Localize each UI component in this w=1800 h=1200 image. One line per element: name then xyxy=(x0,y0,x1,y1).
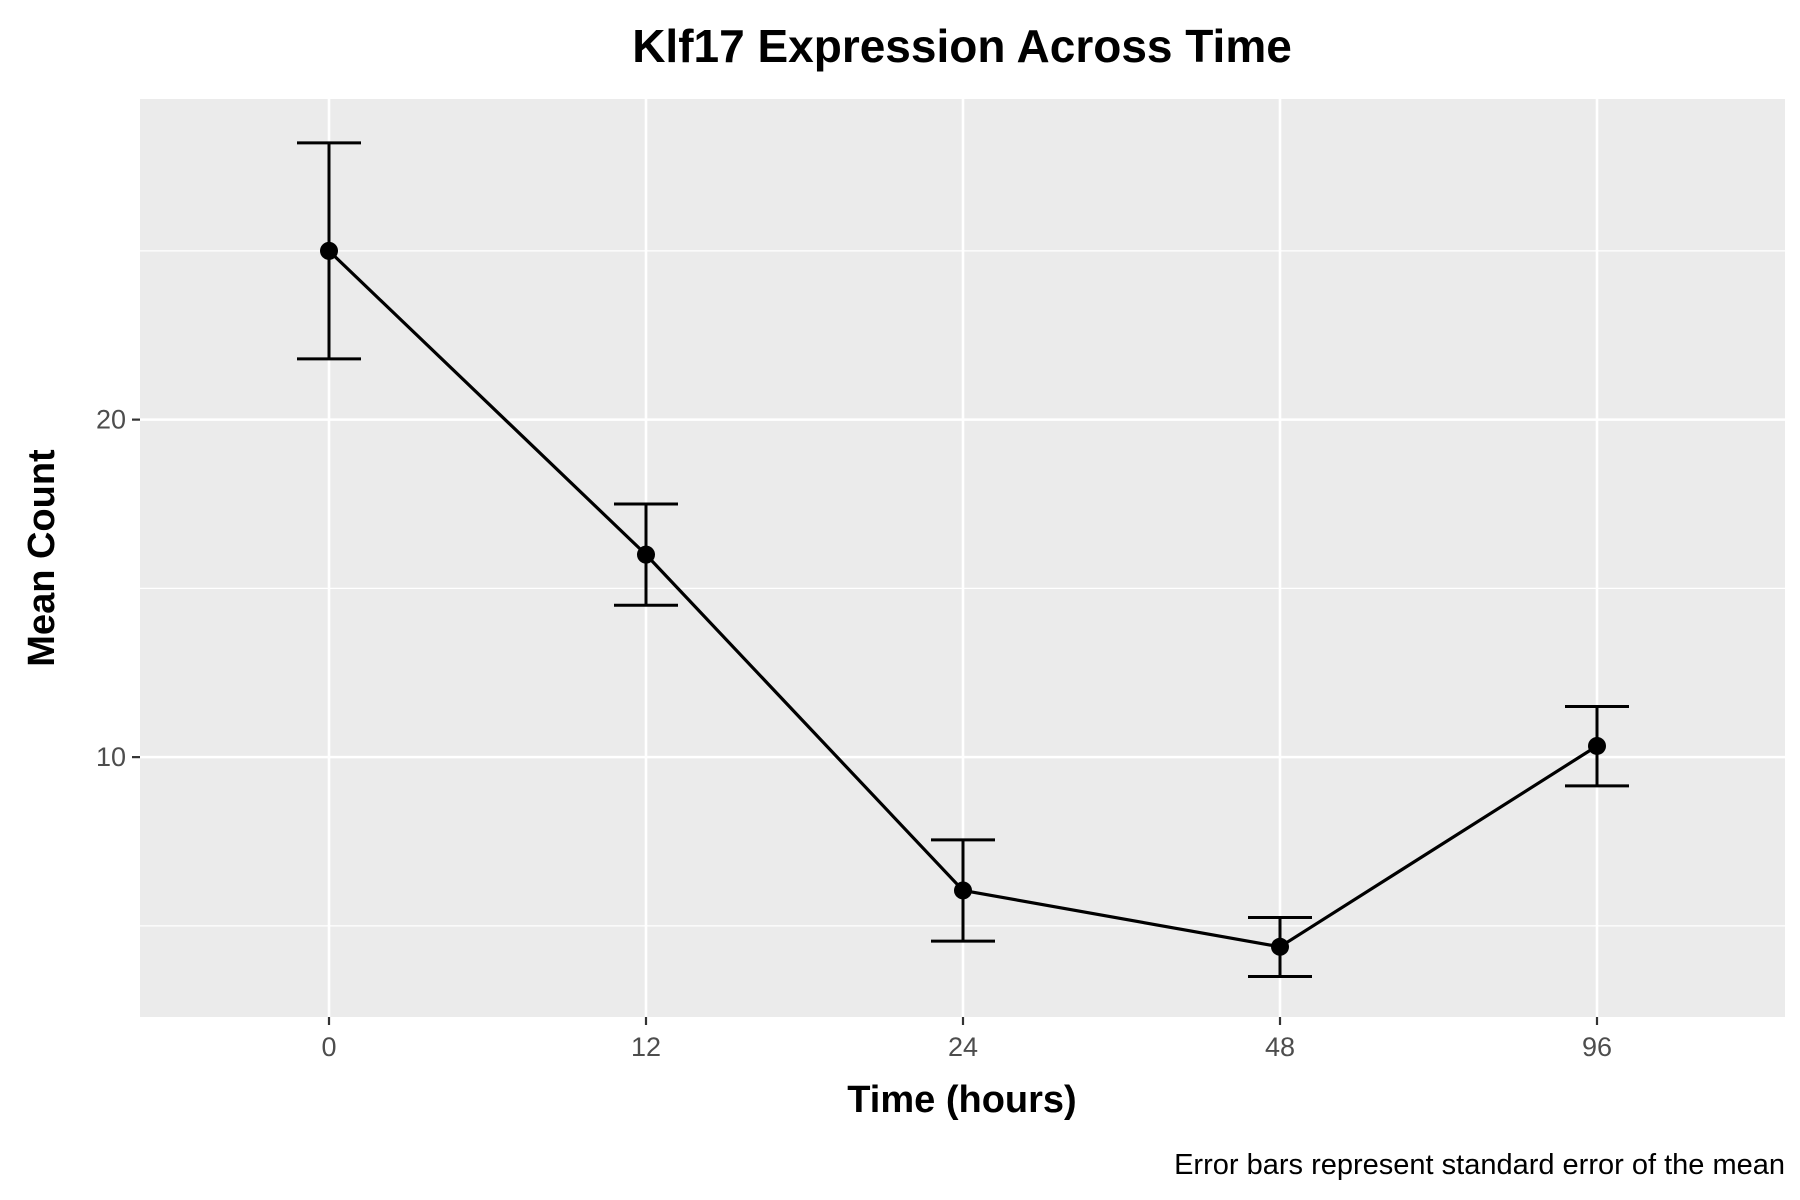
x-tick-label: 48 xyxy=(1265,1032,1295,1062)
y-tick-label: 20 xyxy=(96,405,126,435)
tick-labels: 10 20 0 12 24 48 96 xyxy=(96,405,1612,1062)
chart-caption: Error bars represent standard error of t… xyxy=(1174,1149,1785,1181)
x-tick-label: 96 xyxy=(1582,1032,1612,1062)
data-point xyxy=(320,241,338,260)
y-tick-label: 10 xyxy=(96,742,126,772)
data-point xyxy=(1271,937,1289,956)
y-axis-label: Mean Count xyxy=(21,449,63,667)
x-tick-label: 12 xyxy=(631,1032,661,1062)
data-point xyxy=(637,545,655,564)
major-gridlines xyxy=(140,99,1785,1017)
x-axis-label: Time (hours) xyxy=(847,1079,1076,1121)
axis-ticks xyxy=(132,418,1599,1025)
series-layer xyxy=(297,141,1629,978)
chart-title: Klf17 Expression Across Time xyxy=(632,20,1292,72)
data-point xyxy=(954,881,972,900)
x-tick-label: 0 xyxy=(321,1032,336,1062)
data-point xyxy=(1588,736,1606,755)
x-tick-label: 24 xyxy=(948,1032,978,1062)
